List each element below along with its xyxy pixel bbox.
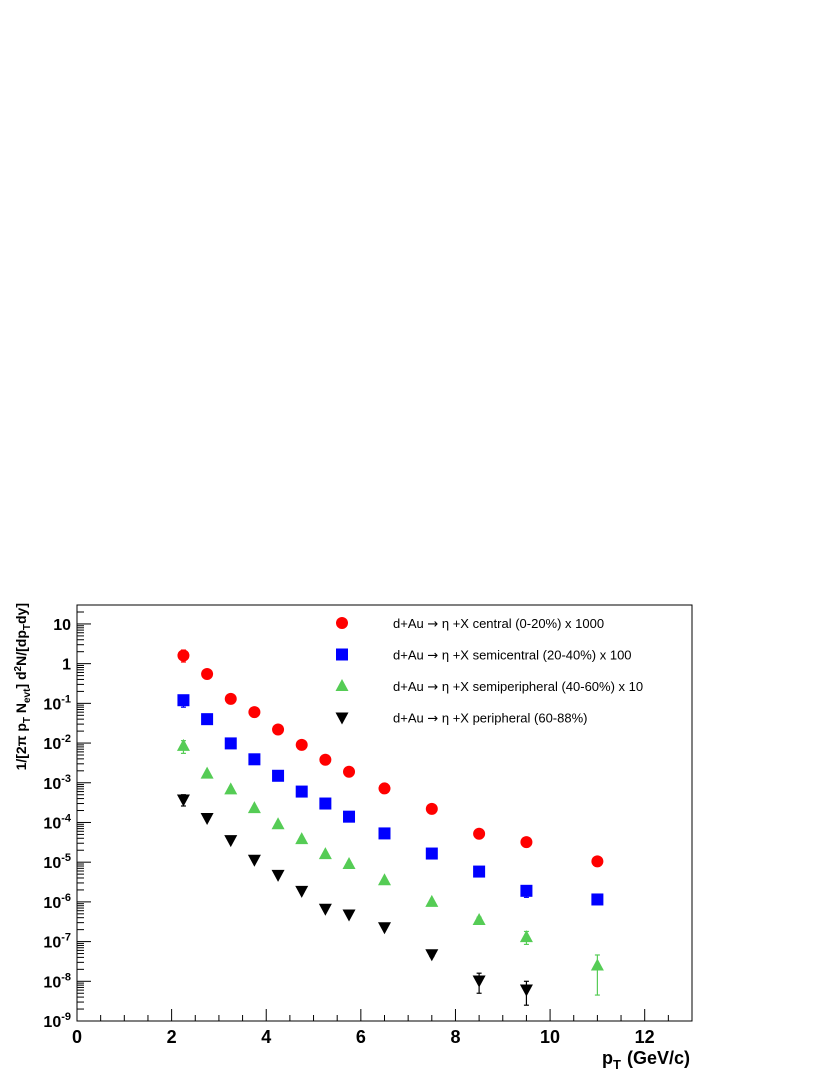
y-tick-label: 10 — [53, 617, 71, 634]
x-tick-label: 0 — [72, 1027, 82, 1047]
data-point — [342, 856, 356, 869]
data-point — [271, 869, 285, 882]
y-tick-label: 10-6 — [43, 892, 71, 912]
x-axis: 0 2 4 6 8 10 12 — [72, 1009, 693, 1047]
data-point — [591, 855, 604, 868]
series-square — [177, 694, 604, 906]
legend-entry: d+Au → η +X semicentral (20-40%) x 100 — [393, 648, 632, 664]
x-tick-label: 8 — [450, 1027, 460, 1047]
data-point — [425, 949, 439, 962]
y-tick-label: 10-3 — [43, 773, 71, 793]
y-tick-label: 10-9 — [43, 1011, 71, 1031]
data-point — [200, 766, 214, 779]
legend-marker — [336, 617, 348, 629]
data-point — [224, 835, 238, 848]
y-tick-label: 10-8 — [43, 971, 71, 991]
legend: d+Au → η +X central (0-20%) x 1000 d+Au →… — [335, 616, 643, 727]
y-tick-label: 10-5 — [43, 852, 71, 872]
data-point — [378, 827, 391, 840]
data-point — [247, 801, 261, 814]
legend-marker — [336, 648, 348, 661]
data-point — [378, 873, 391, 886]
data-point — [473, 865, 486, 878]
data-point — [201, 667, 214, 680]
data-point — [248, 753, 261, 766]
y-tick-label: 10-4 — [43, 812, 71, 832]
data-point — [319, 753, 332, 766]
data-point — [378, 782, 391, 795]
data-point — [473, 827, 486, 840]
data-point — [272, 723, 285, 736]
legend-entry: d+Au → η +X semiperipheral (40-60%) x 10 — [393, 679, 643, 695]
data-point — [343, 765, 356, 778]
x-tick-label: 4 — [261, 1027, 271, 1047]
legend-entry: d+Au → η +X central (0-20%) x 1000 — [393, 616, 604, 632]
legend-entry: d+Au → η +X peripheral (60-88%) — [393, 711, 587, 727]
data-point — [342, 909, 356, 922]
data-point — [177, 694, 190, 707]
data-point — [472, 975, 486, 988]
data-point — [272, 769, 285, 782]
data-point — [201, 713, 214, 726]
x-axis-title-p: p — [602, 1048, 613, 1068]
data-point — [295, 832, 309, 845]
data-point — [176, 738, 190, 751]
x-axis-title-sub: T — [613, 1057, 621, 1072]
data-point — [425, 847, 438, 860]
data-series — [176, 649, 604, 1006]
data-point — [425, 802, 438, 815]
series-triangle-down — [176, 794, 533, 1006]
x-axis-title-unit: (GeV/c) — [627, 1048, 690, 1068]
data-point — [318, 903, 332, 916]
legend-marker — [335, 679, 349, 691]
data-point — [319, 797, 332, 810]
data-point — [519, 984, 533, 997]
y-axis-title: 1/[2π pT Nevt] d2N/[dpTdy] — [13, 603, 33, 770]
y-tick-label: 10-2 — [43, 733, 71, 753]
series-triangle-up — [176, 738, 604, 996]
data-point — [472, 912, 486, 925]
y-tick-label: 10-1 — [43, 693, 71, 713]
data-point — [591, 893, 604, 906]
data-point — [295, 785, 308, 798]
y-tick-label: 10-7 — [43, 932, 71, 952]
data-point — [224, 692, 237, 705]
data-point — [295, 738, 308, 751]
series-circle — [177, 649, 604, 868]
plot-frame — [76, 604, 693, 1022]
data-point — [177, 649, 190, 662]
data-point — [224, 737, 237, 750]
x-tick-label: 2 — [167, 1027, 177, 1047]
y-axis: 10-9 10-8 10-7 10-6 10-5 10-4 10-3 10-2 10-1 1 10 — [43, 604, 91, 1031]
data-point — [224, 782, 238, 795]
y-tick-label: 1 — [62, 657, 71, 674]
data-point — [520, 836, 533, 849]
data-point — [520, 884, 533, 897]
data-point — [295, 885, 309, 898]
x-tick-label: 10 — [540, 1027, 560, 1047]
data-point — [271, 817, 285, 830]
x-tick-label: 12 — [635, 1027, 655, 1047]
data-point — [425, 894, 439, 907]
data-point — [590, 958, 604, 971]
data-point — [176, 794, 190, 807]
data-point — [200, 812, 214, 825]
data-point — [318, 847, 332, 860]
data-point — [248, 706, 261, 719]
data-point — [378, 922, 391, 935]
data-point — [519, 930, 533, 943]
data-point — [247, 854, 261, 867]
data-point — [343, 810, 356, 823]
x-axis-title: pT (GeV/c) — [602, 1048, 690, 1072]
legend-marker — [335, 712, 349, 725]
x-tick-label: 6 — [356, 1027, 366, 1047]
